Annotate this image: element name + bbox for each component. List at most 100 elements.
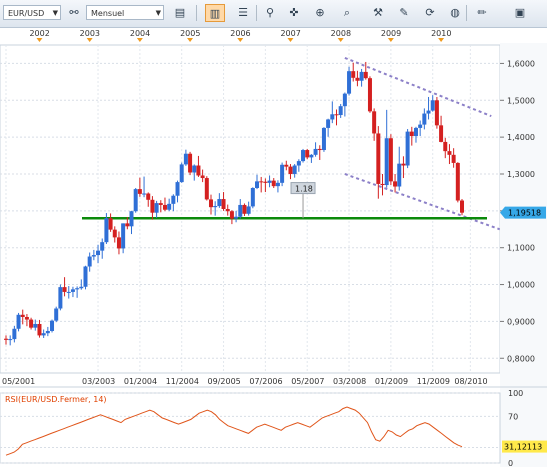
candle-body	[422, 113, 427, 125]
chart-type-icon[interactable]: ▤	[174, 6, 186, 19]
candle-body	[50, 320, 55, 331]
rsi-tick-label: 0	[508, 459, 513, 467]
year-label: 2010	[431, 29, 451, 38]
candle-body	[158, 203, 163, 205]
price-chart[interactable]: 0,80000,90001,00001,10001,20001,30001,40…	[0, 43, 547, 467]
year-marker	[237, 38, 244, 42]
candle-body	[305, 150, 310, 158]
candle-body	[380, 183, 385, 186]
candle-body	[455, 162, 460, 201]
candle-body	[347, 71, 352, 94]
candle-body	[451, 154, 456, 163]
year-label: 2006	[230, 29, 250, 38]
rsi-tick-label: 100	[508, 389, 523, 398]
bars-icon[interactable]: ☰	[238, 6, 248, 19]
x-tick-label: 11/2009	[417, 377, 450, 386]
candle-body	[16, 314, 21, 329]
candle-body	[413, 127, 418, 137]
candle-body	[37, 323, 42, 336]
y-tick-label: 1,3000	[507, 170, 535, 179]
year-label: 2005	[180, 29, 200, 38]
candle-body	[129, 211, 134, 227]
palette-icon[interactable]: ✎	[399, 6, 409, 19]
candle-body	[108, 218, 113, 230]
candle-body	[255, 181, 260, 188]
candle-body	[116, 237, 121, 249]
candle-body	[70, 289, 75, 292]
candle-body	[309, 154, 314, 158]
y-tick-label: 0,8000	[507, 354, 535, 363]
candle-body	[397, 163, 402, 187]
x-tick-label: 05/2007	[291, 377, 324, 386]
trend-line	[344, 56, 492, 118]
magnify-icon[interactable]: ⚲	[265, 6, 275, 19]
candle-body	[301, 150, 306, 162]
refresh-icon[interactable]: ⟳	[425, 6, 435, 19]
candle-body	[275, 182, 280, 187]
link-icon[interactable]: ⚯	[69, 6, 79, 19]
candle-body	[217, 199, 222, 207]
toolbar-separator	[256, 5, 257, 21]
globe-icon[interactable]: ◍	[450, 6, 460, 19]
candle-body	[250, 187, 255, 207]
candle-body	[4, 338, 8, 340]
candle-body	[121, 223, 126, 249]
candle-body	[12, 328, 17, 340]
candle-body	[409, 131, 414, 137]
candles-icon[interactable]: ▥	[205, 4, 225, 22]
candle-body	[183, 153, 188, 165]
y-tick-label: 1,6000	[507, 59, 535, 68]
year-label: 2008	[331, 29, 351, 38]
draw-icon[interactable]: ⚒	[373, 6, 383, 19]
annotation-label: 1.18	[295, 185, 313, 194]
candle-body	[296, 161, 301, 166]
x-tick-label: 01/2009	[375, 377, 408, 386]
candle-body	[179, 164, 184, 183]
year-marker	[187, 38, 194, 42]
symbol-select[interactable]: EUR/USD ▼	[3, 5, 61, 20]
year-label: 2003	[80, 29, 100, 38]
candle-body	[443, 141, 448, 152]
year-marker	[86, 38, 93, 42]
year-marker	[36, 38, 43, 42]
crosshair-icon[interactable]: ✜	[289, 6, 299, 19]
candle-body	[330, 114, 335, 120]
year-marker	[387, 38, 394, 42]
period-select[interactable]: Mensuel ▼	[86, 5, 164, 20]
candle-body	[213, 206, 218, 208]
x-tick-label: 03/2003	[82, 377, 115, 386]
rsi-plot-area	[0, 392, 501, 464]
candle-body	[242, 204, 247, 214]
candle-body	[288, 166, 293, 174]
candle-body	[338, 106, 343, 116]
candle-body	[460, 200, 464, 213]
candle-body	[100, 242, 105, 251]
zoom-icon[interactable]: ⊕	[315, 6, 325, 19]
candle-body	[58, 287, 63, 309]
candle-body	[79, 286, 84, 289]
last-price-label: 1,19518	[508, 209, 541, 218]
y-tick-label: 1,0000	[507, 281, 535, 290]
candle-body	[175, 182, 180, 196]
year-marker	[136, 38, 143, 42]
year-marker	[438, 38, 445, 42]
chevron-down-icon: ▼	[155, 9, 161, 17]
x-tick-label: 09/2005	[208, 377, 241, 386]
candle-body	[430, 100, 435, 111]
candle-body	[351, 71, 356, 78]
candle-body	[229, 211, 234, 219]
candle-body	[125, 223, 130, 227]
chevron-down-icon: ▼	[52, 9, 58, 17]
y-tick-label: 0,9000	[507, 317, 535, 326]
candle-body	[196, 165, 201, 176]
indicator-icon[interactable]: ⌕	[343, 6, 351, 19]
rsi-last-label: 31,12113	[504, 443, 542, 452]
candle-body	[41, 333, 46, 336]
candle-body	[162, 204, 167, 210]
candle-body	[259, 181, 264, 183]
export-icon[interactable]: ▣	[514, 6, 526, 19]
candle-body	[317, 148, 322, 151]
ruler-icon[interactable]: ✏	[477, 6, 487, 19]
candle-body	[167, 203, 172, 210]
candle-body	[225, 209, 230, 212]
